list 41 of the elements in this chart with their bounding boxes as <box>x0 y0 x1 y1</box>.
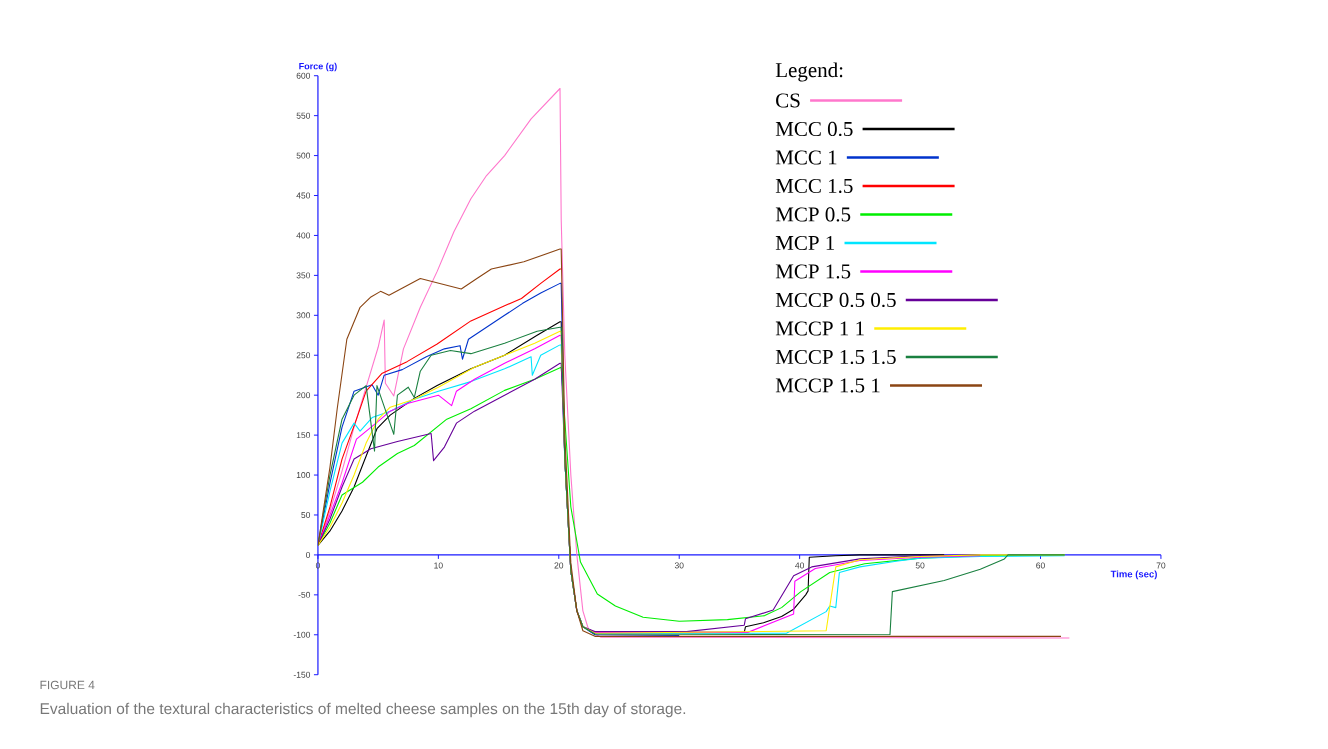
y-tick-label: 300 <box>296 312 311 319</box>
x-tick-label: 60 <box>1036 562 1045 569</box>
legend-label: MCP 1.5 <box>775 264 851 279</box>
y-tick-label: 250 <box>296 352 311 359</box>
line-series <box>317 248 1062 637</box>
x-tick-label: 40 <box>795 562 805 569</box>
legend-label: MCCP 0.5 0.5 <box>775 292 896 308</box>
y-tick-label: 500 <box>296 152 311 159</box>
y-tick-label: 0 <box>306 551 311 558</box>
legend-label: MCCP 1.5 1.5 <box>775 349 896 365</box>
x-tick-label: 0 <box>315 562 320 569</box>
legend-label: MCP 0.5 <box>775 207 851 222</box>
legend-title: Legend: <box>775 62 843 82</box>
y-axis-title: Force (g) <box>299 62 337 72</box>
x-tick-label: 10 <box>434 562 443 569</box>
y-tick-label: 400 <box>296 232 311 239</box>
legend-label: CS <box>776 93 800 108</box>
legend-label: MCCP 1.5 1 <box>775 378 880 393</box>
y-tick-label: 600 <box>296 72 311 79</box>
text: Evaluation of the textural characteristics of melted cheese samples on the 15th day of storage. <box>40 702 686 718</box>
legend-label: MCC 1.5 <box>775 178 853 194</box>
legend-label: MCCP 1 1 <box>775 321 864 336</box>
y-tick-label: 150 <box>296 432 311 439</box>
y-tick-label: 200 <box>296 392 311 399</box>
x-tick-label: 20 <box>554 562 564 569</box>
legend-label: MCC 0.5 <box>775 121 853 137</box>
legend-label: MCC 1 <box>775 150 837 165</box>
x-axis-title: Time (sec) <box>1110 570 1157 580</box>
y-tick-label: -50 <box>298 591 311 598</box>
x-tick-label: 70 <box>1156 562 1166 569</box>
x-tick-label: 50 <box>915 562 925 569</box>
y-tick-label: -150 <box>293 671 311 678</box>
y-tick-label: 350 <box>296 272 311 279</box>
y-tick-label: 450 <box>296 192 311 199</box>
x-tick-label: 30 <box>674 562 684 569</box>
y-tick-label: -100 <box>293 631 311 638</box>
y-tick-label: 50 <box>301 511 311 518</box>
legend-label: MCP 1 <box>775 235 835 251</box>
y-tick-label: 550 <box>296 112 311 119</box>
y-tick-label: 100 <box>296 472 311 479</box>
caption: FIGURE 4 <box>40 680 95 690</box>
